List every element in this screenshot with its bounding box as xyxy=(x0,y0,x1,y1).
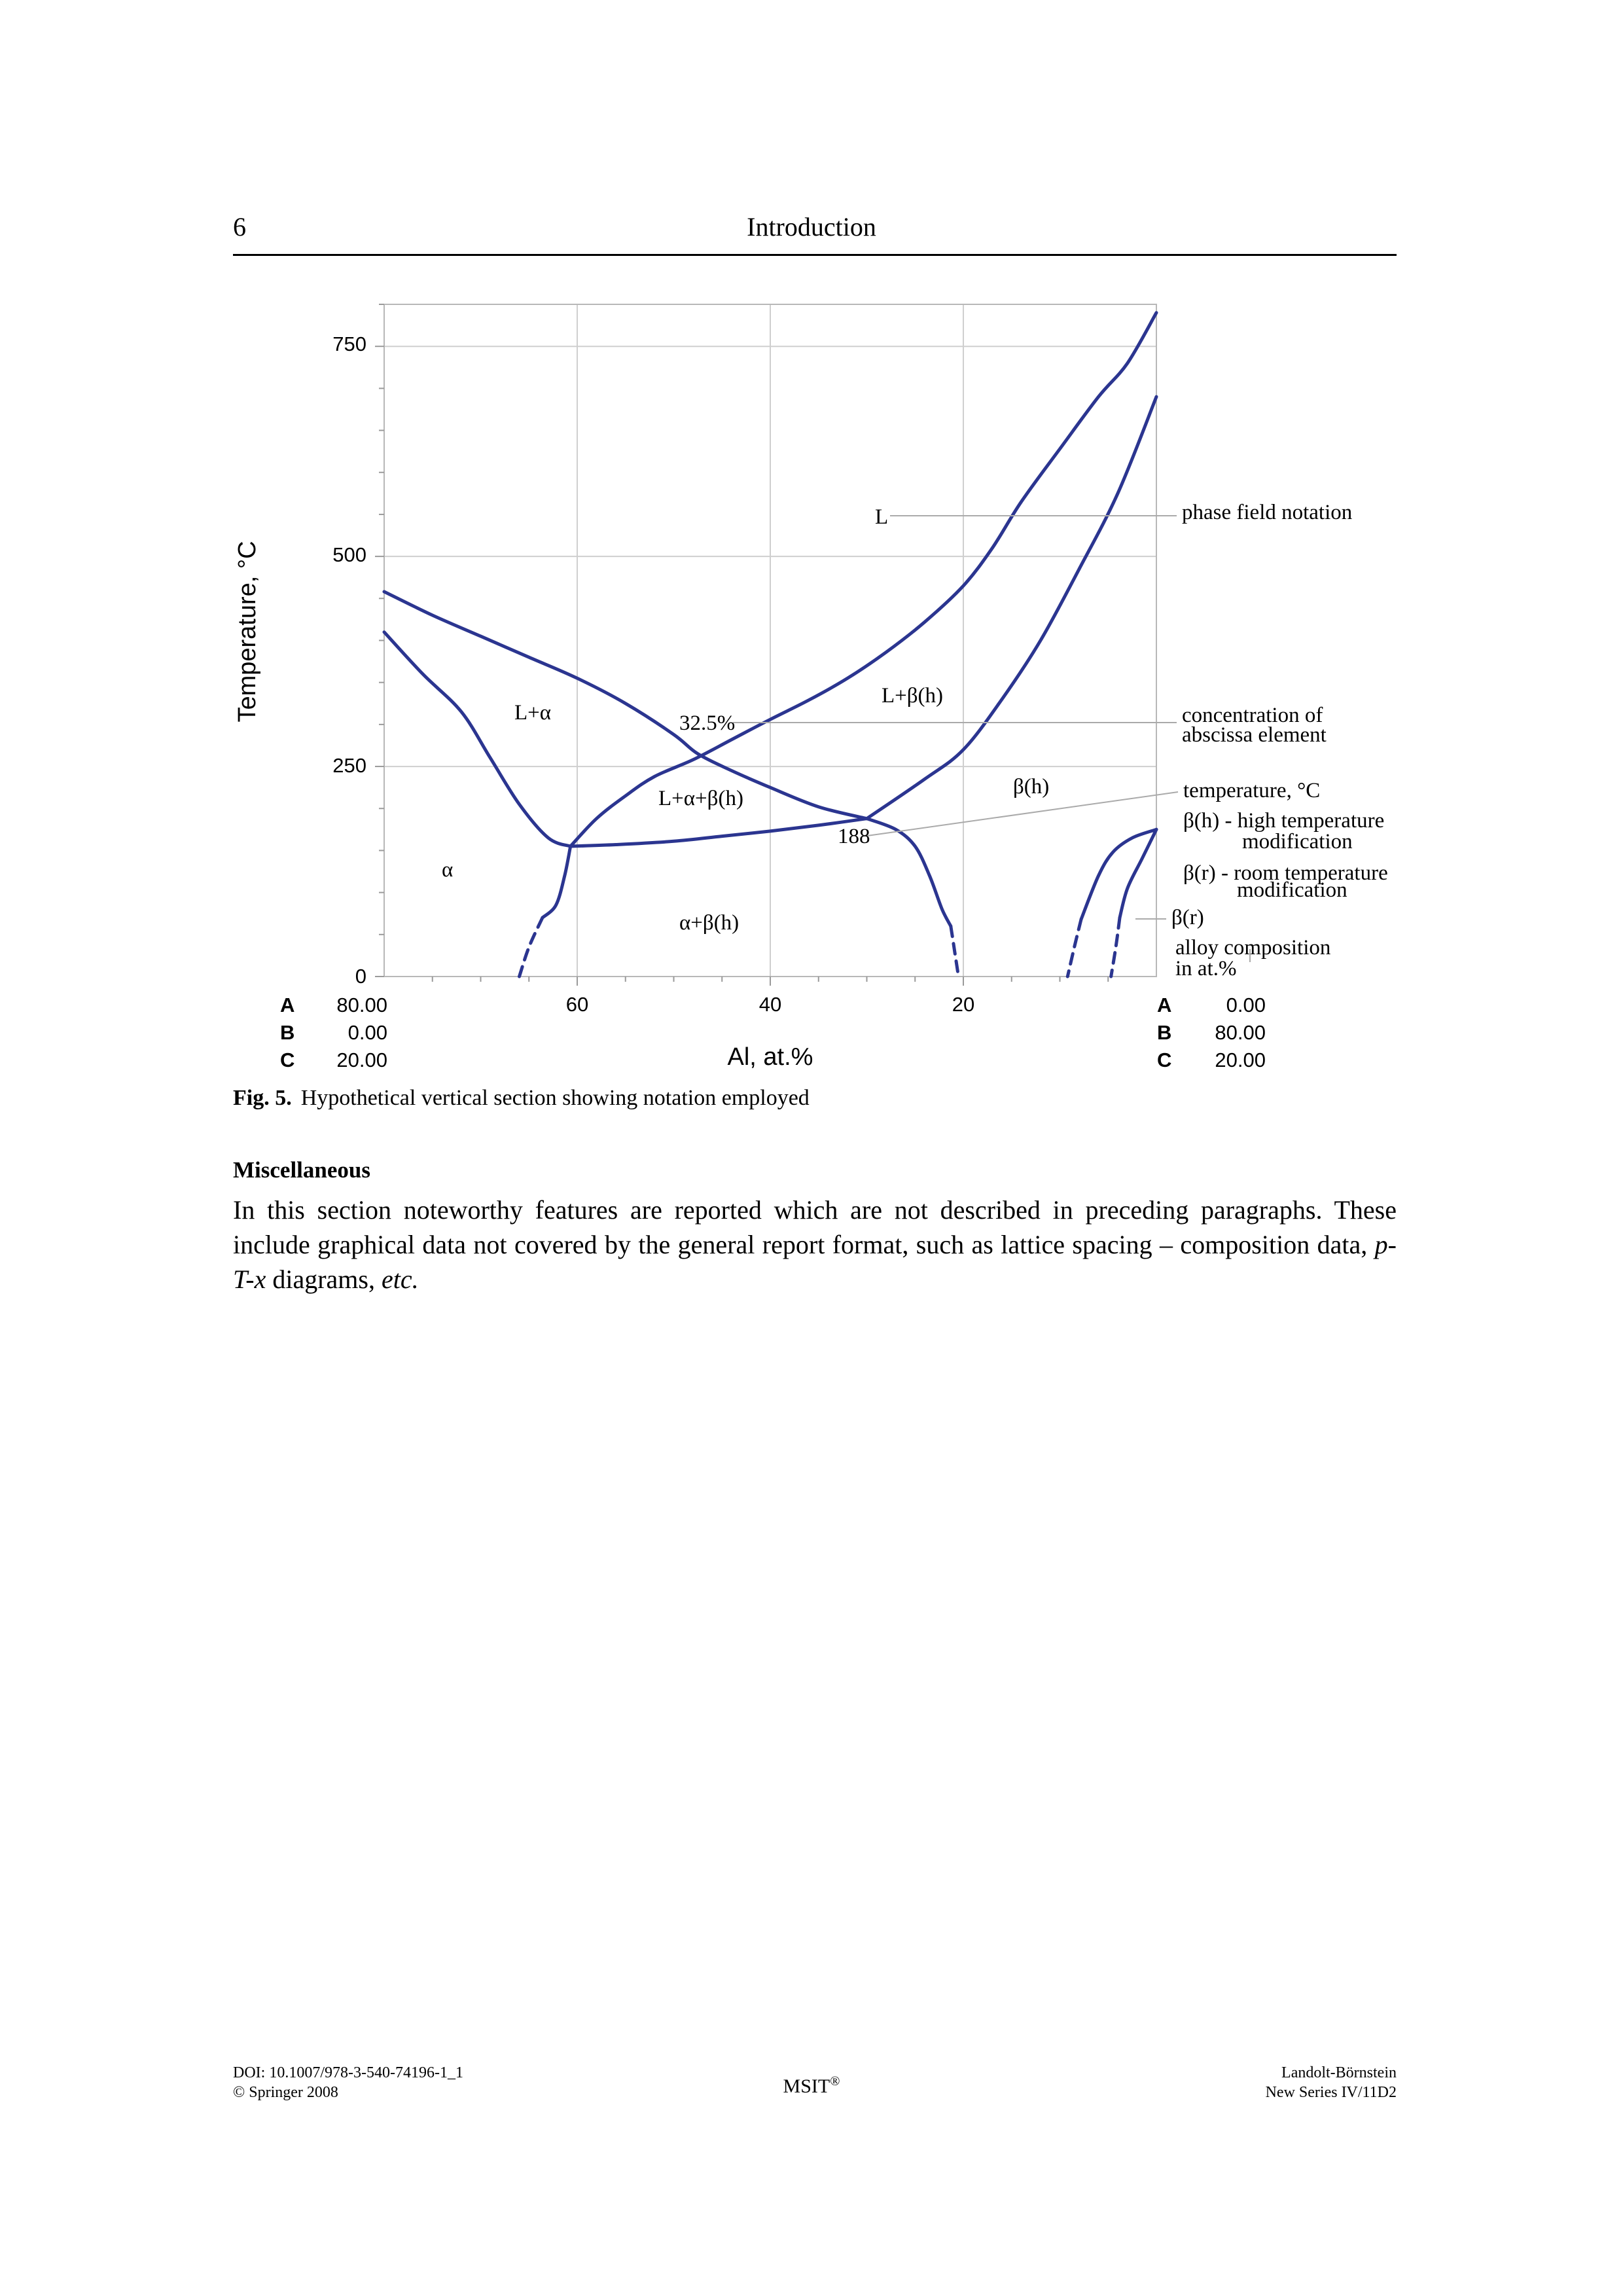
leader-line xyxy=(862,791,1179,837)
y-tick-label: 750 xyxy=(332,332,366,355)
legend-beta-h-line2: modification xyxy=(1242,830,1353,853)
footer-right: Landolt-Börnstein New Series IV/11D2 xyxy=(1266,2063,1397,2102)
x-tick-label: 60 xyxy=(566,993,588,1016)
phase-label-l-beta-h: L+β(h) xyxy=(882,684,943,708)
footer-msit: MSIT xyxy=(783,2075,830,2097)
paragraph-italic-ptx: p-T-x xyxy=(233,1230,1397,1294)
y-axis-label: Temperature, °C xyxy=(234,541,261,722)
phase-boundary xyxy=(382,630,573,848)
phase-boundary xyxy=(1118,827,1158,920)
leader-lines xyxy=(733,515,1251,962)
comp-right-label-b: B xyxy=(1157,1021,1171,1044)
phase-label-l-alpha-beta-h: L+α+β(h) xyxy=(658,787,743,810)
footer-series-line2: New Series IV/11D2 xyxy=(1265,2084,1397,2101)
phase-boundaries xyxy=(382,311,1158,978)
phase-boundary xyxy=(569,817,868,848)
legend-concentration-line2: abscissa element xyxy=(1182,723,1327,747)
axis-ticks xyxy=(375,304,1109,986)
figure-caption: Fig. 5. Hypothetical vertical section sho… xyxy=(233,1084,810,1113)
phase-label-alpha: α xyxy=(442,858,453,882)
comp-left-label-a: A xyxy=(280,994,294,1016)
phase-boundary xyxy=(541,844,573,920)
phase-label-alpha-beta-h: α+β(h) xyxy=(679,911,739,935)
legend-phase-field: phase field notation xyxy=(1182,501,1352,524)
footer-center: MSIT® xyxy=(0,2068,1623,2100)
comp-left-value-c: 20.00 xyxy=(336,1049,387,1071)
figure-caption-text: Hypothetical vertical section showing no… xyxy=(300,1086,810,1110)
phase-label-l-alpha: L+α xyxy=(514,701,551,725)
phase-boundary-dashed xyxy=(518,916,544,978)
figure-caption-label: Fig. 5. xyxy=(233,1086,292,1110)
footer-series-line1: Landolt-Börnstein xyxy=(1281,2064,1397,2081)
grid-lines xyxy=(384,304,1156,977)
concentration-value: 32.5% xyxy=(679,711,735,735)
legend-temperature: temperature, °C xyxy=(1183,779,1320,802)
phase-label-l: L xyxy=(875,505,888,529)
legend-alloy-line2: in at.% xyxy=(1175,957,1236,980)
legend-beta-r-line2: modification xyxy=(1237,878,1347,902)
running-header-title: Introduction xyxy=(747,212,876,242)
footer-left: DOI: 10.1007/978-3-540-74196-1_1 © Sprin… xyxy=(233,2063,463,2102)
phase-boundary-dashed xyxy=(1109,916,1122,978)
phase-boundary xyxy=(382,590,868,821)
phase-boundary xyxy=(865,817,953,928)
page-number: 6 xyxy=(233,212,246,242)
comp-right-value-a: 0.00 xyxy=(1226,994,1266,1016)
phase-label-beta-h: β(h) xyxy=(1013,775,1049,798)
footer-copyright: © Springer 2008 xyxy=(233,2084,338,2101)
comp-right-label-a: A xyxy=(1157,994,1171,1016)
phase-diagram-figure: 0 250 500 750 60 40 20 Temperature, °C A… xyxy=(234,304,1388,1071)
temperature-value: 188 xyxy=(838,825,870,848)
section-paragraph: In this section noteworthy features are … xyxy=(233,1193,1397,1297)
y-tick-label: 500 xyxy=(332,543,366,566)
paragraph-italic-etc: etc. xyxy=(381,1265,419,1294)
comp-left-value-a: 80.00 xyxy=(336,994,387,1016)
legend-beta-r-symbol: β(r) xyxy=(1171,906,1204,929)
phase-boundary xyxy=(1079,827,1158,922)
legend-alloy-line1: alloy composition xyxy=(1175,936,1330,960)
paragraph-text: In this section noteworthy features are … xyxy=(233,1195,1397,1259)
comp-left-value-b: 0.00 xyxy=(348,1021,387,1044)
x-tick-label: 20 xyxy=(952,993,974,1016)
footer-doi: DOI: 10.1007/978-3-540-74196-1_1 xyxy=(233,2064,463,2081)
footer-registered-mark: ® xyxy=(830,2074,840,2089)
comp-left-label-b: B xyxy=(280,1021,294,1044)
paragraph-text: diagrams, xyxy=(266,1265,382,1294)
legend-beta-r-line1: β(r) - room temperature xyxy=(1183,861,1388,885)
y-tick-label: 0 xyxy=(355,965,366,988)
legend-beta-h-line1: β(h) - high temperature xyxy=(1183,809,1384,833)
comp-right-value-c: 20.00 xyxy=(1215,1049,1266,1071)
header-rule xyxy=(233,254,1397,256)
y-tick-label: 250 xyxy=(332,754,366,777)
x-axis-label: Al, at.% xyxy=(728,1043,813,1071)
phase-boundary xyxy=(865,395,1158,821)
comp-right-label-c: C xyxy=(1157,1049,1171,1071)
phase-boundary-dashed xyxy=(949,924,961,978)
phase-boundary-dashed xyxy=(1065,918,1083,978)
comp-left-label-c: C xyxy=(280,1049,294,1071)
x-tick-label: 40 xyxy=(759,993,781,1016)
phase-boundary xyxy=(569,311,1158,848)
legend-concentration-line1: concentration of xyxy=(1182,704,1323,727)
comp-right-value-b: 80.00 xyxy=(1215,1021,1266,1044)
section-heading: Miscellaneous xyxy=(233,1157,370,1183)
